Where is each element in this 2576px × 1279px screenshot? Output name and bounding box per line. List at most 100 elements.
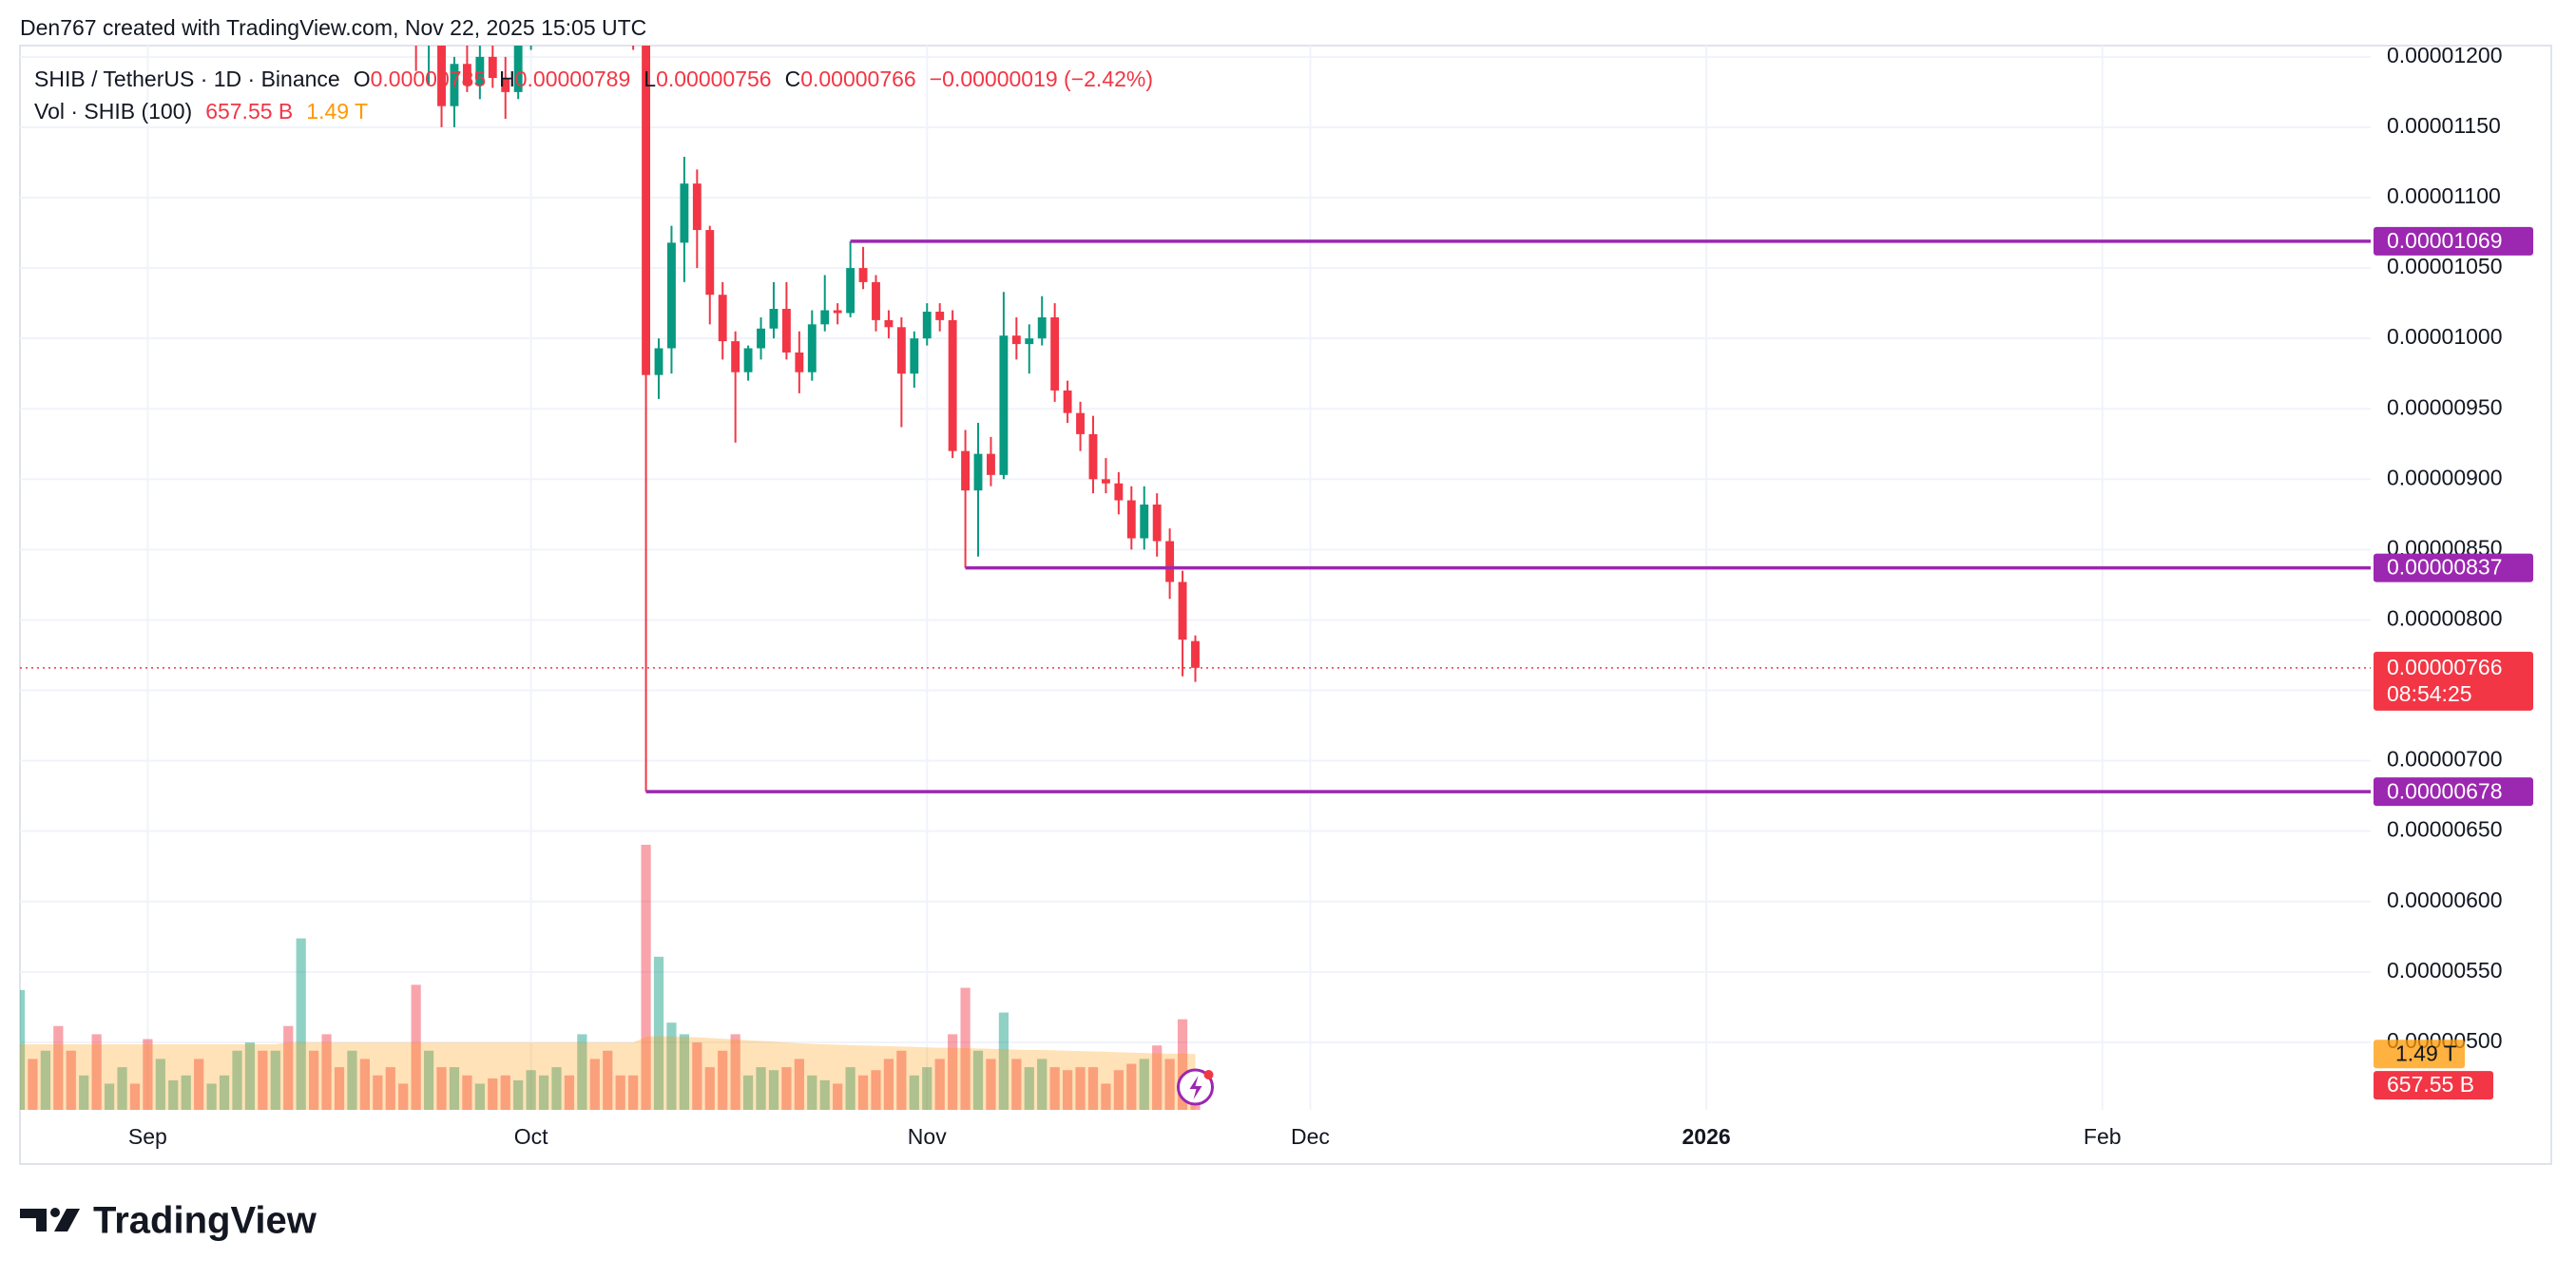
- volume-bar: [513, 1079, 524, 1110]
- y-tick-label: 0.00000950: [2387, 394, 2503, 419]
- legend-volume: Vol · SHIB (100) 657.55 B 1.49 T: [34, 99, 368, 124]
- candle-body: [820, 310, 830, 325]
- candle-body: [1152, 504, 1162, 542]
- volume-bar: [781, 1067, 792, 1110]
- volume-bar: [1177, 1019, 1188, 1110]
- volume-bar: [948, 1034, 958, 1110]
- candle-body: [807, 324, 817, 372]
- candle-body: [1191, 640, 1200, 668]
- volume-bar: [117, 1067, 127, 1110]
- volume-bar: [104, 1083, 115, 1110]
- live-icon: [1177, 1068, 1214, 1106]
- level-label-box: [2374, 777, 2533, 807]
- volume-bar: [155, 1059, 165, 1110]
- candle-body: [1178, 582, 1187, 640]
- legend-ohlc-key: O: [354, 67, 371, 91]
- x-tick-label: Oct: [514, 1124, 548, 1149]
- y-tick-label: 0.00001200: [2387, 43, 2503, 67]
- volume-axis-label: 657.55 B: [2387, 1072, 2474, 1097]
- watermark: TradingView: [93, 1200, 317, 1242]
- volume-bar: [436, 1067, 447, 1110]
- volume-bar: [449, 1067, 460, 1110]
- volume-bar: [1101, 1083, 1111, 1110]
- volume-bar: [79, 1075, 89, 1110]
- volume-bar: [53, 1025, 64, 1110]
- live-icon-bolt: [1189, 1076, 1202, 1099]
- candle-body: [769, 309, 779, 329]
- candle-body: [399, 1, 408, 12]
- candle-body: [475, 56, 485, 86]
- x-tick-label: Nov: [908, 1124, 947, 1149]
- volume-bar: [909, 1075, 919, 1110]
- volume-bar: [28, 1059, 38, 1110]
- y-tick-label: 0.00000550: [2387, 958, 2503, 983]
- volume-ma-axis-label: 1.49 T: [2395, 1040, 2457, 1065]
- legend-volume-ma: 1.49 T: [306, 99, 368, 124]
- volume-bar: [960, 987, 971, 1110]
- candle-body: [999, 335, 1009, 475]
- x-tick-label: 2026: [1682, 1124, 1731, 1149]
- volume-bar: [1037, 1059, 1048, 1110]
- volume-bar: [833, 1083, 843, 1110]
- y-tick-label: 0.00001150: [2387, 113, 2501, 138]
- candle-body: [833, 310, 842, 314]
- candle-body: [1140, 504, 1149, 539]
- legend-ohlc-value: 0.00000785: [371, 67, 487, 91]
- y-tick-label: 0.00000600: [2387, 888, 2503, 912]
- volume-bar: [883, 1059, 894, 1110]
- volume-bar: [603, 1050, 613, 1110]
- volume-bar: [1164, 1059, 1175, 1110]
- candle-body: [757, 328, 765, 349]
- volume-bar: [91, 1034, 102, 1110]
- volume-bar: [922, 1067, 932, 1110]
- volume-bar: [666, 1022, 677, 1110]
- volume-bar: [819, 1079, 830, 1110]
- candle-body: [462, 64, 471, 86]
- candle-body: [922, 312, 932, 339]
- legend-ohlc-key: C: [785, 67, 801, 91]
- volume-bar: [589, 1059, 600, 1110]
- candle-body: [731, 341, 740, 372]
- legend-ohlc-value: 0.00000756: [656, 67, 772, 91]
- volume-bar: [321, 1034, 332, 1110]
- candle-body: [1050, 316, 1060, 391]
- volume-bar: [718, 1050, 728, 1110]
- volume-bar: [309, 1050, 319, 1110]
- volume-bar: [641, 845, 651, 1110]
- chart-title: Den767 created with TradingView.com, Nov…: [20, 15, 646, 40]
- candle-body: [987, 453, 995, 475]
- candle-body: [642, 46, 651, 375]
- candle-body: [437, 46, 446, 106]
- y-tick-label: 0.00000800: [2387, 606, 2503, 631]
- volume-bar: [462, 1075, 472, 1110]
- legend-symbol: SHIB / TetherUS · 1D · Binance: [34, 67, 340, 91]
- volume-bar: [373, 1075, 383, 1110]
- volume-bar: [1011, 1059, 1022, 1110]
- volume-bar: [1075, 1067, 1086, 1110]
- volume-ma-box: [2374, 1040, 2465, 1069]
- y-tick-label: 0.00000900: [2387, 465, 2503, 489]
- candle-body: [513, 46, 523, 92]
- volume-bar: [730, 1034, 740, 1110]
- candle-body: [961, 450, 971, 491]
- legend-ohlc-key: H: [499, 67, 515, 91]
- candle-body: [858, 268, 868, 282]
- volume-bar: [998, 1012, 1009, 1110]
- volume-bar: [474, 1083, 485, 1110]
- candle-body: [667, 242, 676, 349]
- volume-bar: [1062, 1070, 1073, 1110]
- volume-bar: [986, 1059, 996, 1110]
- volume-bar: [1139, 1059, 1149, 1110]
- volume-bar: [66, 1050, 76, 1110]
- y-tick-label: 0.00001050: [2387, 254, 2503, 278]
- candle-body: [781, 309, 791, 353]
- y-tick-label: 0.00001100: [2387, 183, 2501, 208]
- volume-box: [2374, 1071, 2493, 1100]
- level-label-box: [2374, 226, 2533, 256]
- volume-bar: [270, 1050, 280, 1110]
- candle-body: [654, 348, 663, 375]
- logo: TradingView: [20, 1200, 317, 1242]
- live-icon-dot: [1203, 1070, 1214, 1079]
- volume-bar: [807, 1075, 817, 1110]
- volume-bar: [1113, 1070, 1124, 1110]
